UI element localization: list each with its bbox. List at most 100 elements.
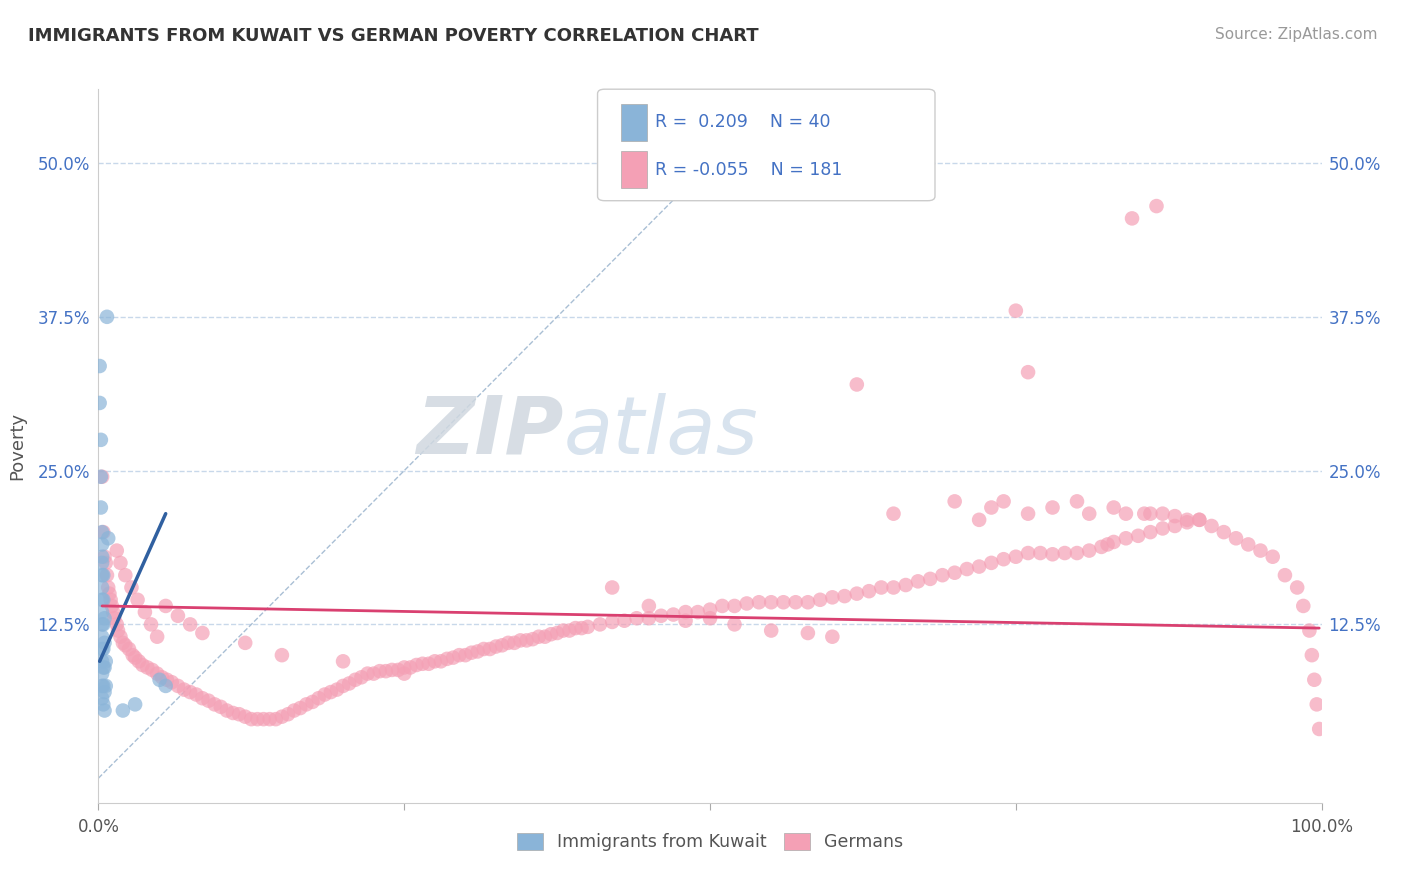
Point	[240, 712, 263, 726]
Point	[564, 621, 586, 635]
Point	[91, 698, 114, 712]
Point	[418, 657, 440, 671]
Point	[1102, 500, 1125, 515]
Point	[233, 636, 256, 650]
Point	[637, 611, 661, 625]
Point	[91, 525, 114, 540]
Point	[797, 595, 820, 609]
Point	[686, 605, 709, 619]
Point	[233, 709, 256, 723]
Point	[93, 704, 115, 718]
Point	[101, 605, 124, 619]
Point	[1066, 546, 1088, 560]
Text: IMMIGRANTS FROM KUWAIT VS GERMAN POVERTY CORRELATION CHART: IMMIGRANTS FROM KUWAIT VS GERMAN POVERTY…	[28, 27, 759, 45]
Point	[834, 589, 856, 603]
Point	[91, 679, 114, 693]
Point	[139, 617, 162, 632]
Point	[91, 666, 114, 681]
Point	[1102, 535, 1125, 549]
Point	[472, 642, 495, 657]
Point	[571, 621, 593, 635]
Point	[197, 694, 219, 708]
Point	[98, 587, 121, 601]
Point	[503, 636, 526, 650]
Point	[91, 679, 114, 693]
Point	[259, 712, 281, 726]
Point	[943, 494, 966, 508]
Point	[350, 670, 373, 684]
Point	[894, 578, 917, 592]
Point	[1097, 537, 1119, 551]
Point	[1115, 507, 1137, 521]
Point	[155, 679, 177, 693]
Point	[146, 630, 169, 644]
Point	[91, 617, 114, 632]
Point	[1188, 513, 1211, 527]
Point	[430, 654, 453, 668]
Point	[1201, 519, 1223, 533]
Point	[90, 469, 112, 483]
Point	[1237, 537, 1260, 551]
Point	[392, 666, 416, 681]
Point	[179, 685, 201, 699]
Point	[91, 654, 114, 668]
Point	[993, 552, 1015, 566]
Point	[111, 704, 134, 718]
Point	[134, 605, 156, 619]
Point	[290, 701, 312, 715]
Point	[943, 566, 966, 580]
Point	[344, 673, 367, 687]
Point	[301, 695, 323, 709]
Point	[650, 608, 672, 623]
Point	[363, 666, 385, 681]
Point	[808, 592, 831, 607]
Point	[1017, 507, 1039, 521]
Point	[97, 531, 120, 545]
Point	[711, 599, 734, 613]
Point	[136, 660, 159, 674]
Point	[821, 630, 844, 644]
Point	[127, 592, 149, 607]
Point	[105, 617, 128, 632]
Point	[91, 568, 114, 582]
Point	[1115, 531, 1137, 545]
Point	[91, 469, 114, 483]
Point	[110, 630, 132, 644]
Point	[1128, 529, 1150, 543]
Point	[146, 666, 169, 681]
Point	[91, 592, 114, 607]
Point	[215, 704, 238, 718]
Point	[209, 699, 232, 714]
Point	[91, 537, 114, 551]
Point	[1004, 303, 1026, 318]
Point	[723, 599, 745, 613]
Point	[103, 611, 125, 625]
Point	[1286, 581, 1309, 595]
Point	[96, 310, 118, 324]
Point	[907, 574, 929, 589]
Point	[1225, 531, 1247, 545]
Point	[467, 644, 489, 658]
Point	[90, 433, 112, 447]
Point	[441, 650, 464, 665]
Point	[91, 605, 114, 619]
Point	[89, 359, 111, 373]
Point	[883, 581, 905, 595]
Point	[1188, 513, 1211, 527]
Point	[920, 572, 942, 586]
Point	[589, 617, 612, 632]
Point	[94, 556, 117, 570]
Point	[141, 663, 163, 677]
Point	[101, 599, 124, 613]
Point	[527, 630, 550, 644]
Point	[980, 500, 1002, 515]
Point	[576, 620, 599, 634]
Point	[156, 673, 179, 687]
Point	[264, 712, 287, 726]
Point	[423, 654, 446, 668]
Point	[522, 632, 544, 647]
Point	[883, 507, 905, 521]
Point	[1139, 525, 1161, 540]
Point	[167, 679, 190, 693]
Point	[93, 611, 115, 625]
